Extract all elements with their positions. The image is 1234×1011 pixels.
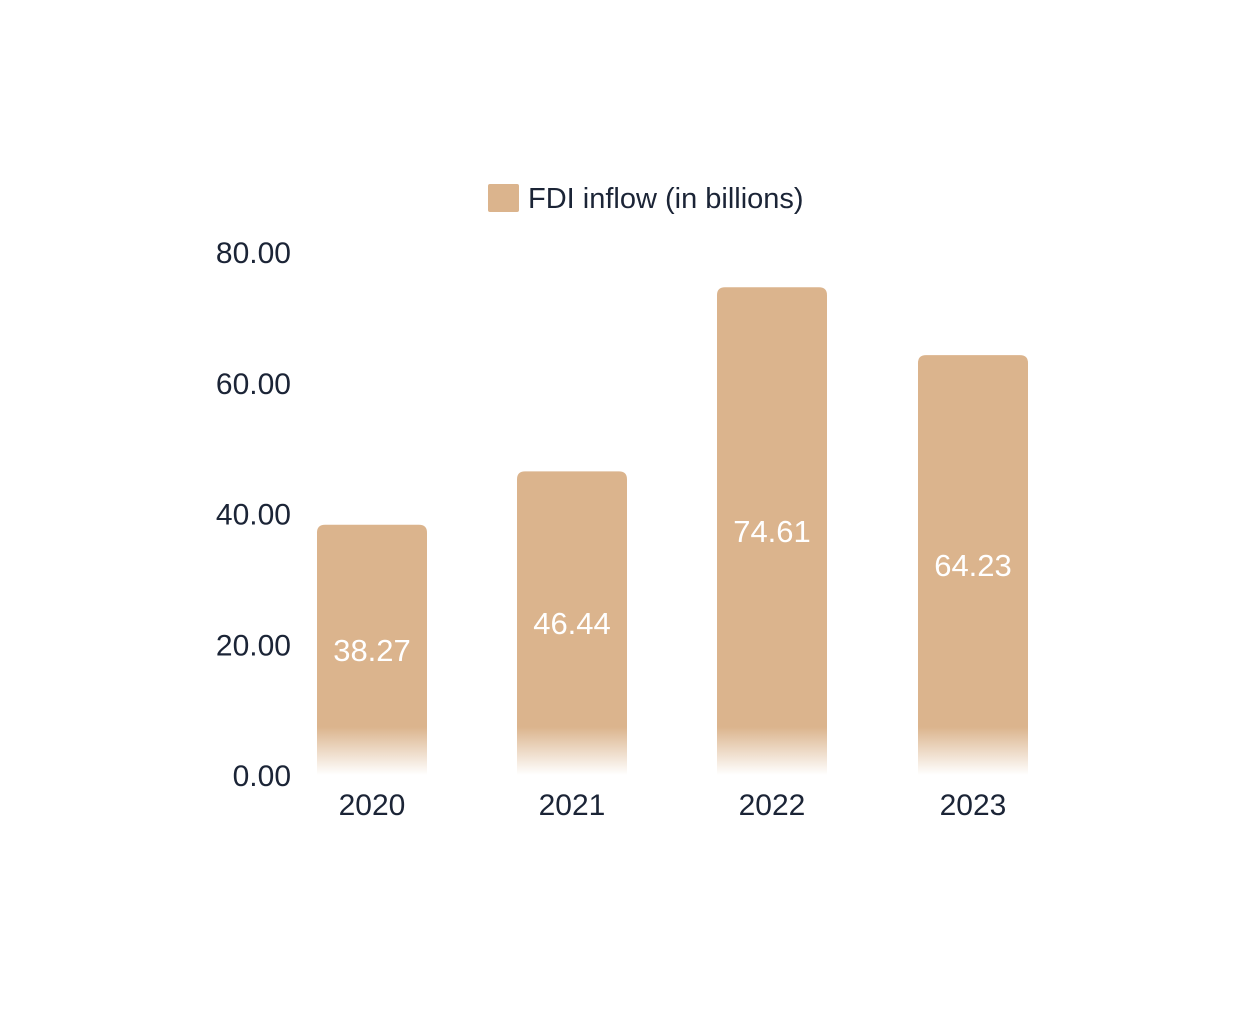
data-label-2021: 46.44 [533,606,611,641]
y-tick-label: 80.00 [216,237,291,270]
x-tick-label-2020: 2020 [339,789,406,822]
y-tick-label: 0.00 [233,760,291,793]
y-tick-label: 20.00 [216,629,291,662]
legend-swatch [488,184,519,212]
bar-2023 [918,355,1028,775]
bar-2021 [517,471,627,775]
data-labels: 38.27 46.44 74.61 64.23 [333,514,1012,668]
y-tick-label: 60.00 [216,368,291,401]
x-tick-label-2022: 2022 [739,789,806,822]
legend: FDI inflow (in billions) [488,183,804,215]
legend-label: FDI inflow (in billions) [528,183,804,215]
y-tick-label: 40.00 [216,499,291,532]
bar-2020 [317,524,427,775]
bars [317,287,1028,775]
x-tick-label-2023: 2023 [940,789,1007,822]
x-axis: 2020 2021 2022 2023 [339,789,1007,822]
bar-2022 [717,287,827,775]
x-tick-label-2021: 2021 [539,789,606,822]
y-axis: 0.00 20.00 40.00 60.00 80.00 [216,237,291,793]
data-label-2023: 64.23 [934,548,1012,583]
data-label-2022: 74.61 [733,514,811,549]
data-label-2020: 38.27 [333,633,411,668]
